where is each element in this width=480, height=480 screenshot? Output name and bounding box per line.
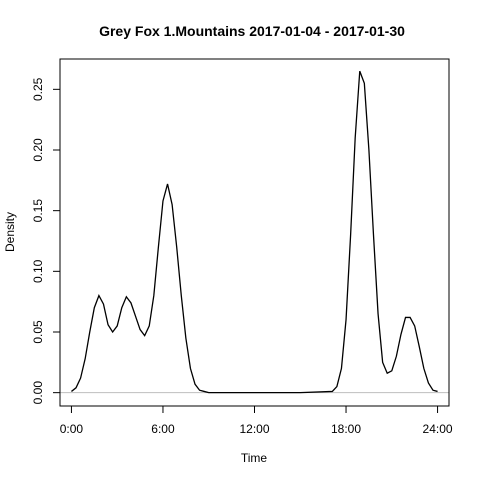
- chart-title: Grey Fox 1.Mountains 2017-01-04 - 2017-0…: [99, 23, 405, 39]
- x-axis-label: Time: [241, 451, 268, 465]
- y-tick-label: 0.20: [31, 138, 45, 162]
- y-tick-label: 0.00: [31, 381, 45, 405]
- y-tick-label: 0.10: [31, 259, 45, 283]
- plot-frame: [59, 58, 450, 407]
- y-tick-label: 0.15: [31, 199, 45, 223]
- x-tick-label: 18:00: [331, 422, 361, 436]
- density-curve: [71, 70, 438, 394]
- y-axis-label: Density: [3, 212, 17, 252]
- plot-area: [59, 58, 450, 407]
- x-tick-label: 12:00: [239, 422, 269, 436]
- x-axis: 0:00 6:00 12:00 18:00 24:00: [60, 405, 453, 436]
- x-tick-label: 0:00: [60, 422, 84, 436]
- y-tick-label: 0.25: [31, 77, 45, 101]
- y-tick-label: 0.05: [31, 320, 45, 344]
- x-tick-label: 24:00: [423, 422, 453, 436]
- x-tick-label: 6:00: [151, 422, 175, 436]
- y-axis: 0.00 0.05 0.10 0.15 0.20 0.25: [31, 77, 61, 405]
